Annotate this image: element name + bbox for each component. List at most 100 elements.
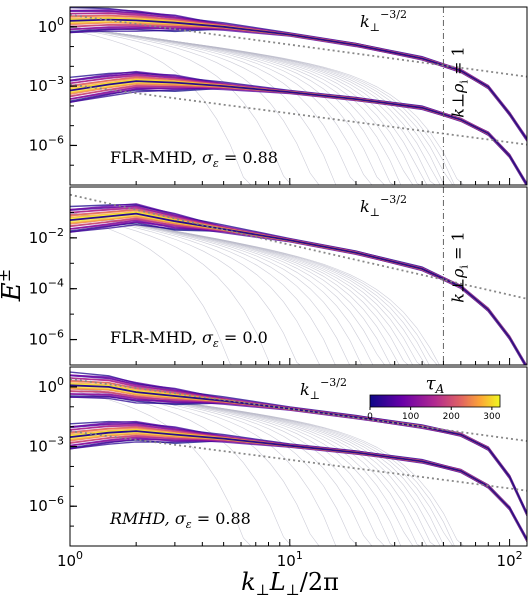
- reference-line-0-0: [70, 14, 527, 78]
- colorbar: [369, 394, 501, 408]
- ytick-label-2-0-base: 10: [38, 378, 57, 396]
- x-axis-label: k⊥L⊥/2π: [241, 568, 339, 599]
- panel-annotation-value-2: = 0.88: [192, 509, 251, 528]
- faint-curve-0-1: [70, 27, 292, 185]
- slope-label-k-0: k: [360, 12, 370, 31]
- ytick-label-0-2-base: 10: [29, 136, 48, 154]
- reference-line-0-1: [70, 83, 527, 146]
- faint-curve-1-0: [70, 216, 233, 365]
- ytick-label-2-1-base: 10: [29, 438, 48, 456]
- panel-annotation-sigma-2: σ: [175, 509, 187, 528]
- ytick-label-0-1-base: 10: [29, 77, 48, 95]
- ytick-label-1-2-base: 10: [29, 331, 48, 349]
- faint-curve-1-3: [70, 212, 321, 365]
- ytick-label-2-1-exp: −3: [48, 435, 64, 448]
- faint-curve-1-1: [70, 213, 273, 365]
- panel-annotation-1: FLR-MHD, σε = 0.0: [110, 328, 268, 350]
- series-main-1-0: [70, 212, 527, 365]
- panel-annotation-sigma-1: σ: [202, 328, 214, 347]
- slope-label-exp-2: −3/2: [320, 376, 347, 389]
- kperp-rho-label-0: k⊥ρi = 1: [448, 46, 470, 117]
- xtick-label-0-exp: 0: [76, 549, 83, 562]
- ytick-label-1-1-base: 10: [29, 280, 48, 298]
- colorbar-tick-label-3: 300: [483, 412, 500, 422]
- y-axis-label: E±: [0, 269, 27, 302]
- ytick-label-0-0-exp: 0: [57, 15, 64, 28]
- colorbar-label: τA: [426, 373, 445, 396]
- xtick-label-1-exp: 1: [296, 549, 303, 562]
- ytick-label-2-2: 10−6: [29, 494, 64, 515]
- series-main-0-0: [70, 18, 527, 141]
- ytick-label-1-0-exp: −2: [48, 226, 64, 239]
- ytick-label-1-1: 10−4: [29, 277, 64, 298]
- panel-annotation-model-0: FLR-MHD,: [110, 148, 202, 167]
- kperp-rho-label-eq-1: = 1: [448, 231, 467, 265]
- ytick-label-1-0: 10−2: [29, 226, 64, 247]
- ytick-label-1-1-exp: −4: [48, 277, 64, 290]
- ytick-label-0-2: 10−6: [29, 133, 64, 154]
- series-main-2-1: [70, 430, 527, 541]
- slope-label-sub-2: ⊥: [310, 389, 320, 402]
- ytick-label-0-2-exp: −6: [48, 133, 64, 146]
- faint-curve-1-4: [70, 212, 336, 365]
- slope-label-1: k⊥−3/2: [360, 193, 407, 219]
- kperp-rho-label-text-1: k⊥ρ: [448, 268, 467, 303]
- ytick-label-0-1-exp: −3: [48, 74, 64, 87]
- slope-label-exp-1: −3/2: [380, 193, 407, 206]
- frame-2: [69, 366, 528, 547]
- xtick-label-1: 101: [277, 549, 303, 570]
- ytick-label-2-0: 100: [38, 375, 64, 396]
- faint-curve-0-0: [70, 29, 252, 185]
- ytick-label-0-0: 100: [38, 15, 64, 36]
- panel-annotation-sigma-0: σ: [202, 148, 214, 167]
- kperp-rho-label-sub-0: i: [457, 80, 470, 84]
- panel-annotation-model-2: RMHD,: [109, 509, 175, 528]
- slope-label-0: k⊥−3/2: [360, 8, 407, 34]
- panel-annotation-sub-0: ε: [213, 157, 219, 170]
- xtick-label-2-exp: 2: [516, 549, 523, 562]
- plot-area-1: [70, 187, 527, 365]
- xtick-label-2: 102: [497, 549, 523, 570]
- faint-curve-0-3: [70, 26, 337, 185]
- ytick-label-1-2: 10−6: [29, 328, 64, 349]
- panel-annotation-sub-1: ε: [213, 337, 219, 350]
- ytick-label-0-1: 10−3: [29, 74, 64, 95]
- ytick-label-0-0-base: 10: [38, 18, 57, 36]
- x-axis-rest: /2π: [300, 568, 339, 596]
- ytick-label-2-1: 10−3: [29, 435, 64, 456]
- faint-curve-1-5: [70, 212, 350, 365]
- reference-line-2-1: [70, 430, 527, 492]
- xtick-label-1-base: 10: [277, 552, 296, 570]
- panel-annotation-0: FLR-MHD, σε = 0.88: [110, 148, 278, 170]
- series-main-0-1: [70, 80, 527, 185]
- y-axis-label-sup: ±: [0, 269, 14, 282]
- x-axis-sub1: ⊥: [256, 581, 270, 599]
- x-axis-k: k: [241, 568, 256, 596]
- ytick-label-1-0-base: 10: [29, 229, 48, 247]
- colorbar-tick-label-0: 0: [367, 412, 373, 422]
- colorbar-tick-label-1: 100: [402, 412, 419, 422]
- panel-annotation-value-1: = 0.0: [219, 328, 268, 347]
- colorbar-label-sub: A: [435, 382, 445, 396]
- slope-label-sub-0: ⊥: [370, 21, 380, 34]
- faint-curve-2-0: [70, 390, 252, 546]
- kperp-rho-label-1: k⊥ρi = 1: [448, 231, 470, 302]
- faint-curve-0-2: [70, 27, 320, 185]
- plot-area-0: [70, 7, 527, 185]
- faint-curve-2-1: [70, 388, 292, 546]
- reference-line-1-0: [70, 193, 527, 300]
- faint-curve-0-17: [70, 26, 465, 185]
- ytick-label-2-2-exp: −6: [48, 494, 64, 507]
- ytick-label-2-0-exp: 0: [57, 375, 64, 388]
- slope-label-k-2: k: [300, 380, 310, 399]
- kperp-rho-label-text-0: k⊥ρ: [448, 83, 467, 118]
- xtick-label-0: 100: [57, 549, 83, 570]
- xtick-label-2-base: 10: [497, 552, 516, 570]
- panel-annotation-model-1: FLR-MHD,: [110, 328, 202, 347]
- colorbar-tick-label-2: 200: [443, 412, 460, 422]
- x-axis-sub2: ⊥: [286, 581, 300, 599]
